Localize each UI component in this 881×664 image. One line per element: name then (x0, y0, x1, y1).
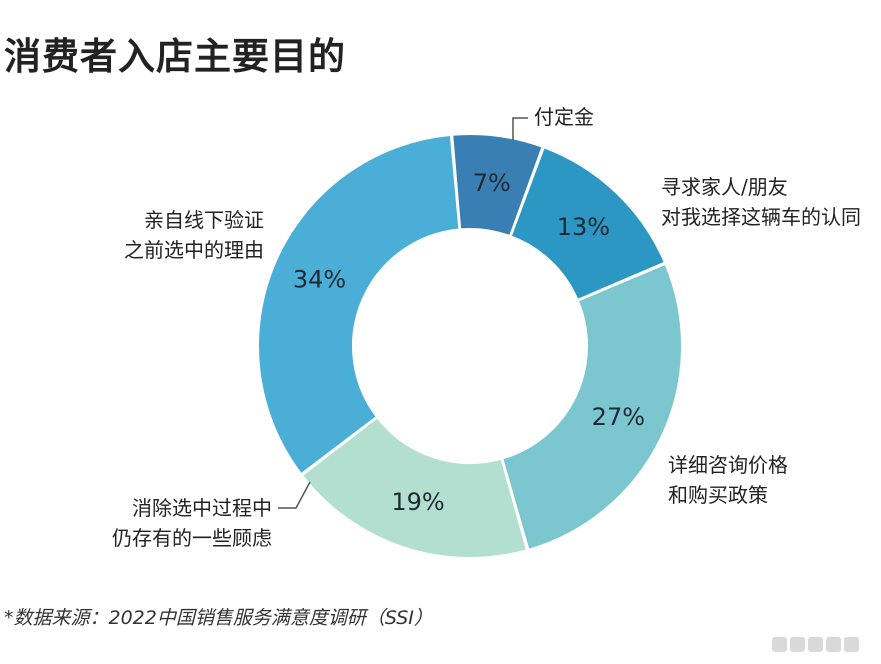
label-family-approval-line-1: 寻求家人/朋友 (661, 175, 788, 199)
label-remove-concerns-line-1: 消除选中过程中 (132, 496, 272, 520)
donut-slice-verify-reasons (257, 133, 461, 476)
leader-remove-concerns (278, 481, 311, 509)
data-label-remove-concerns: 19% (391, 488, 444, 516)
data-label-deposit: 7% (473, 169, 511, 197)
label-price-consult-line-1: 详细咨询价格 (668, 453, 788, 477)
label-family-approval: 寻求家人/朋友 对我选择这辆车的认同 (661, 172, 861, 232)
data-label-price-consult: 27% (592, 403, 645, 431)
label-verify-reasons-line-1: 亲自线下验证 (144, 208, 264, 232)
watermark-logo (772, 637, 859, 652)
source-note: *数据来源：2022中国销售服务满意度调研（SSI） (4, 607, 433, 629)
donut-slice-family-approval (509, 146, 667, 302)
label-price-consult-line-2: 和购买政策 (668, 483, 768, 507)
label-verify-reasons-line-2: 之前选中的理由 (124, 238, 264, 262)
leader-deposit (512, 117, 528, 140)
label-remove-concerns: 消除选中过程中 仍存有的一些顾虑 (104, 493, 272, 553)
donut-slice-price-consult (501, 262, 683, 552)
label-deposit: 付定金 (534, 102, 594, 132)
chart-title: 消费者入店主要目的 (4, 35, 346, 78)
donut-slice-remove-concerns (300, 415, 529, 559)
data-label-verify-reasons: 34% (293, 266, 346, 294)
label-deposit-line-1: 付定金 (534, 105, 594, 129)
label-verify-reasons: 亲自线下验证 之前选中的理由 (104, 205, 264, 265)
label-price-consult: 详细咨询价格 和购买政策 (668, 450, 788, 510)
label-remove-concerns-line-2: 仍存有的一些顾虑 (112, 526, 272, 550)
label-family-approval-line-2: 对我选择这辆车的认同 (661, 205, 861, 229)
data-label-family-approval: 13% (557, 213, 610, 241)
donut-slice-deposit (451, 133, 544, 238)
